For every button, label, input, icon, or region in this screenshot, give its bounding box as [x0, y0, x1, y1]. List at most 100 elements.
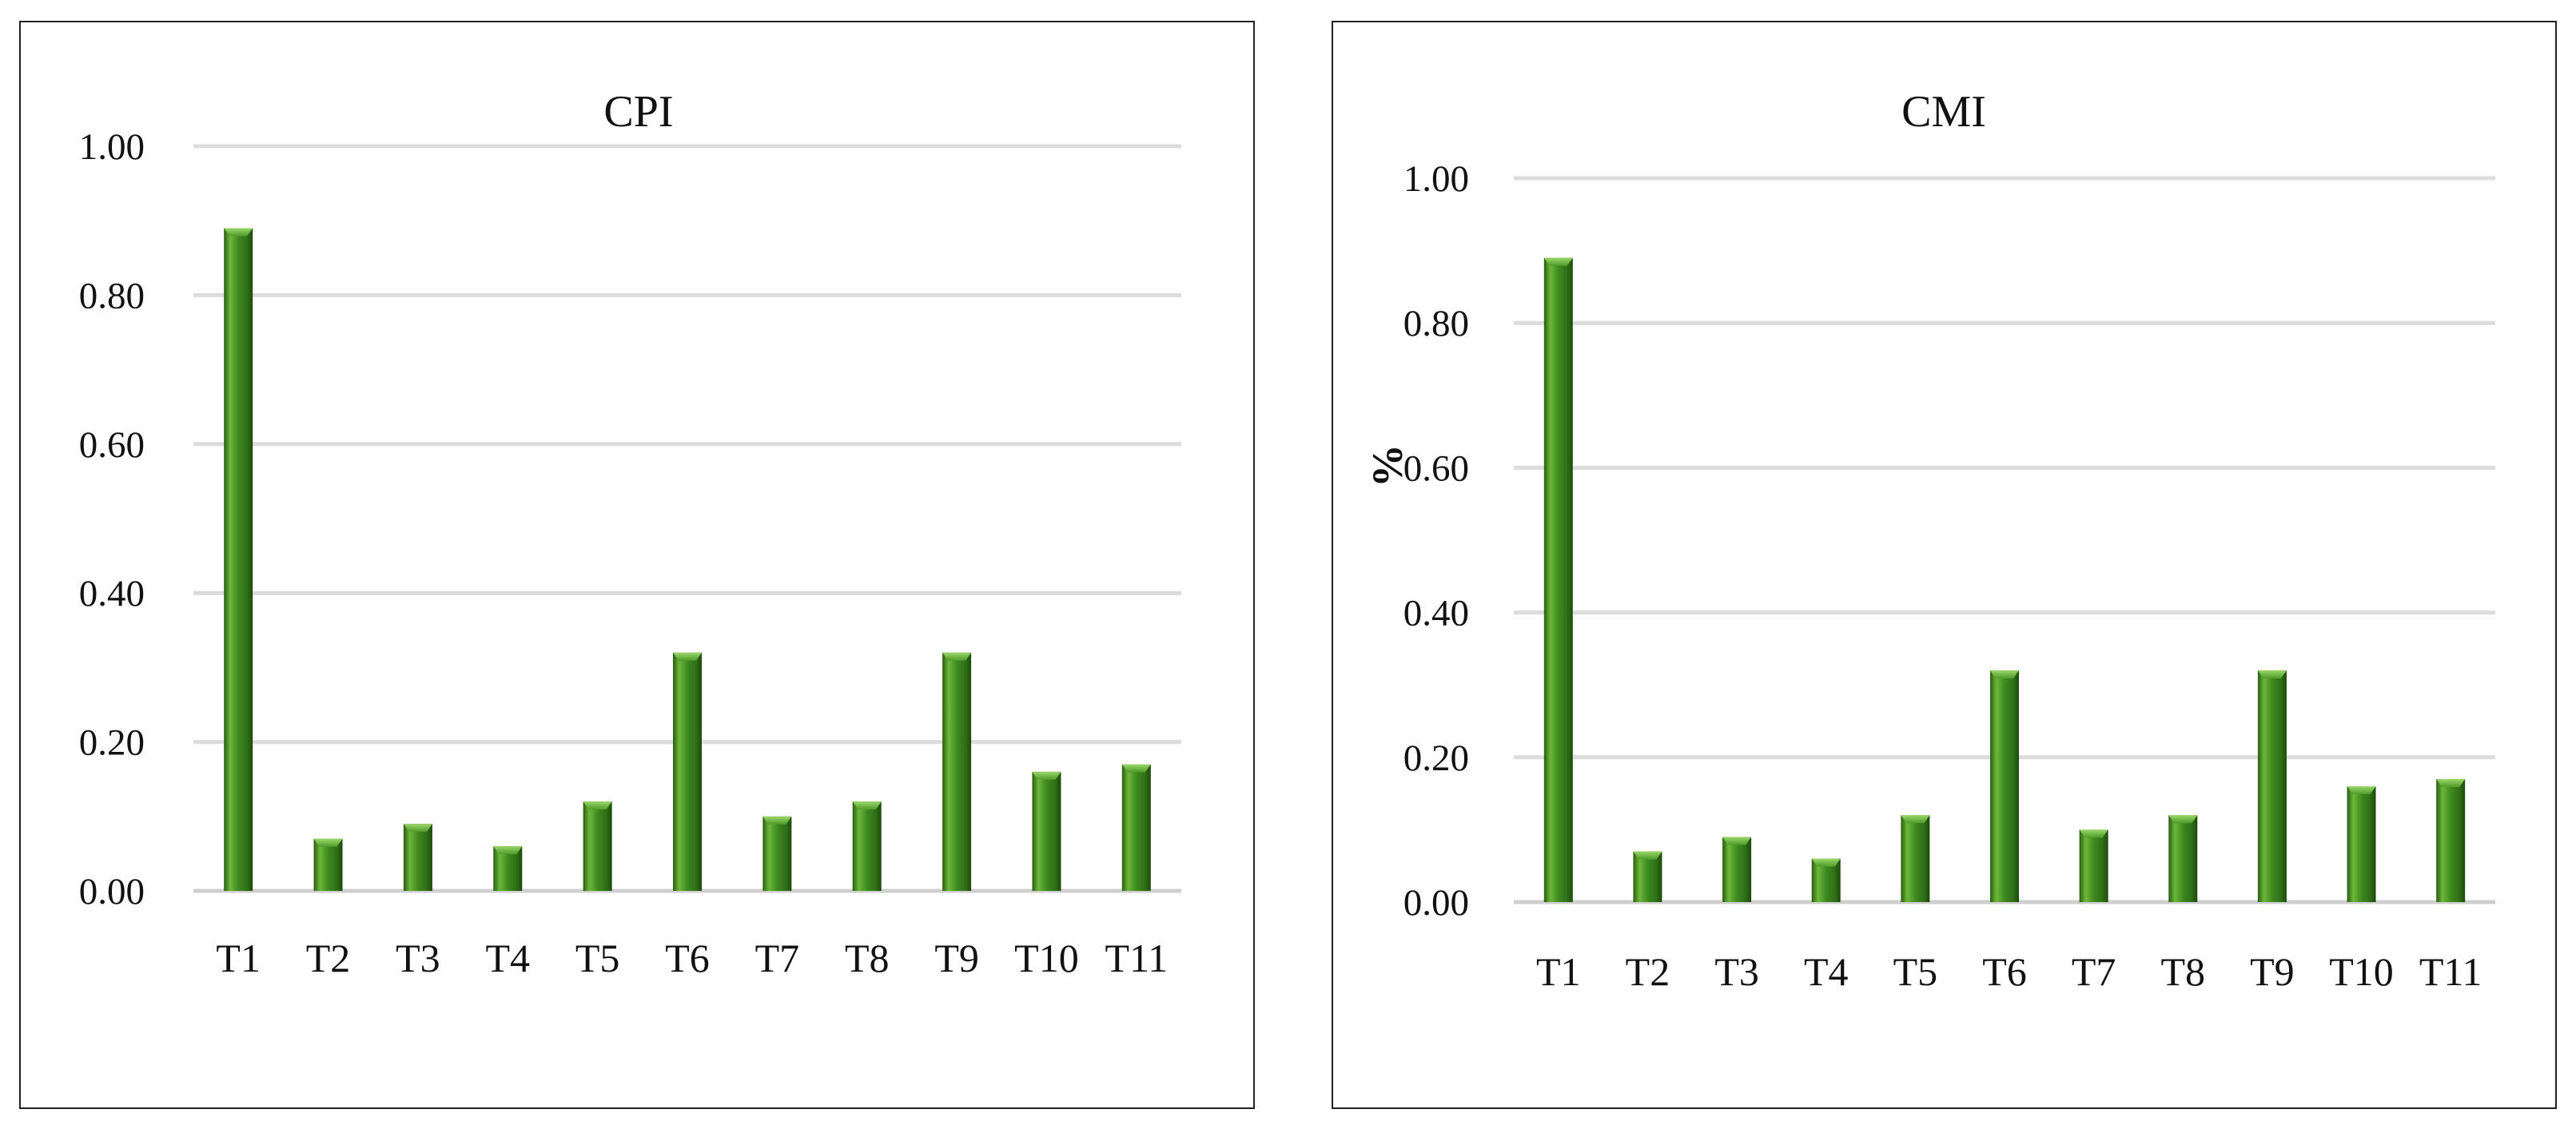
bar-body — [762, 816, 792, 891]
bar-body — [1032, 771, 1061, 891]
x-tick-label: T11 — [2419, 949, 2482, 994]
bar-bevel — [2079, 829, 2108, 838]
bar-bevel — [942, 652, 972, 661]
y-tick-label: 1.00 — [1403, 158, 1469, 200]
chart-title: CMI — [1901, 87, 1986, 137]
bar — [1032, 771, 1061, 891]
bar — [1901, 815, 1930, 902]
bar-body — [2347, 786, 2376, 902]
bar-bevel — [1121, 764, 1151, 773]
bar-body — [1543, 257, 1573, 902]
bar-bevel — [224, 228, 253, 237]
x-tick-label: T8 — [2160, 949, 2205, 994]
bar — [762, 816, 792, 891]
x-tick-label: T4 — [1804, 949, 1849, 994]
bar-body — [1722, 837, 1752, 902]
x-tick-label: T1 — [216, 936, 261, 980]
y-tick-label: 0.20 — [1403, 737, 1469, 779]
bar — [224, 228, 253, 891]
bar-body — [852, 801, 882, 891]
bar — [493, 846, 523, 891]
bar-body — [1633, 851, 1662, 902]
bar — [673, 652, 702, 891]
bar-bevel — [1811, 858, 1841, 867]
x-tick-label: T10 — [1014, 936, 1079, 980]
y-tick-label: 1.00 — [79, 126, 145, 168]
bar — [313, 838, 343, 891]
x-tick-label: T4 — [485, 936, 530, 980]
bar — [2168, 815, 2198, 902]
x-tick-label: T7 — [2072, 949, 2116, 994]
y-tick-label: 0.00 — [1403, 882, 1469, 924]
x-tick-label: T3 — [1714, 949, 1759, 994]
y-tick-label: 0.40 — [79, 573, 145, 614]
y-tick-label: 0.80 — [79, 275, 145, 316]
bar — [2436, 778, 2466, 902]
x-tick-label: T2 — [306, 936, 351, 980]
y-tick-label: 0.20 — [79, 722, 145, 764]
bar-bevel — [1722, 837, 1752, 845]
x-tick-label: T2 — [1626, 949, 1670, 994]
chart-panel-cmi: CMI % 0.00 0.20 0.40 0.60 0.80 1.00 T1 T2 T3 T4 T… — [1332, 21, 2557, 1109]
bar-body — [1990, 670, 2019, 902]
bar — [583, 801, 612, 891]
bar-body — [313, 838, 343, 891]
bar — [1633, 851, 1662, 902]
x-tick-label: T3 — [396, 936, 440, 980]
x-tick-label: T9 — [934, 936, 979, 980]
y-tick-label: 0.40 — [1403, 593, 1469, 634]
x-tick-label: T6 — [665, 936, 710, 980]
x-tick-label: T1 — [1536, 949, 1581, 994]
bar-bevel — [1990, 670, 2019, 679]
y-tick-label: 0.60 — [79, 424, 145, 466]
bar — [1722, 837, 1752, 902]
x-tick-label: T11 — [1105, 936, 1168, 980]
bar — [2257, 670, 2287, 902]
bar-body — [2257, 670, 2287, 902]
bar — [1121, 764, 1151, 891]
x-tick-label: T8 — [845, 936, 890, 980]
bar-body — [403, 824, 432, 891]
y-tick-label: 0.60 — [1403, 447, 1469, 489]
bar-body — [1121, 764, 1151, 891]
x-tick-label: T6 — [1982, 949, 2027, 994]
chart-title: CPI — [603, 87, 673, 137]
chart-panel-cpi: CPI 0.00 0.20 0.40 0.60 0.80 1.00 T1 T2 T3 T4 T5 T… — [19, 21, 1255, 1109]
bar — [1543, 257, 1573, 902]
bar-bevel — [1901, 815, 1930, 824]
bar — [1811, 858, 1841, 902]
bar-body — [942, 652, 972, 891]
bar-body — [2079, 829, 2108, 902]
y-axis-label: % — [1364, 444, 1411, 487]
bar-bevel — [2168, 815, 2198, 824]
y-tick-label: 0.00 — [79, 871, 145, 912]
bar — [942, 652, 972, 891]
bar-bevel — [1543, 257, 1573, 266]
cpi-chart: CPI 0.00 0.20 0.40 0.60 0.80 1.00 T1 T2 T3 T4 T5 T… — [79, 87, 1181, 980]
x-tick-label: T5 — [1893, 949, 1938, 994]
bar-bevel — [2257, 670, 2287, 679]
cmi-chart: CMI % 0.00 0.20 0.40 0.60 0.80 1.00 T1 T2 T3 T4 T… — [1364, 87, 2495, 994]
bar-body — [583, 801, 612, 891]
bar-body — [1901, 815, 1930, 902]
bar-bevel — [852, 801, 882, 810]
bar — [403, 824, 432, 891]
bar-bevel — [2436, 778, 2466, 787]
bar-bevel — [403, 824, 432, 833]
bar — [1990, 670, 2019, 902]
x-tick-label: T5 — [575, 936, 620, 980]
bar-bevel — [1032, 771, 1061, 780]
y-tick-label: 0.80 — [1403, 303, 1469, 344]
bar — [2347, 786, 2376, 902]
bar — [2079, 829, 2108, 902]
bar-bevel — [493, 846, 523, 855]
bar-bevel — [762, 816, 792, 825]
bar-bevel — [583, 801, 612, 810]
x-tick-label: T9 — [2250, 949, 2295, 994]
x-tick-label: T7 — [755, 936, 800, 980]
bar-bevel — [1633, 851, 1662, 860]
bar-body — [2168, 815, 2198, 902]
x-tick-label: T10 — [2329, 949, 2394, 994]
bar-bevel — [673, 652, 702, 661]
bar-bevel — [2347, 786, 2376, 795]
